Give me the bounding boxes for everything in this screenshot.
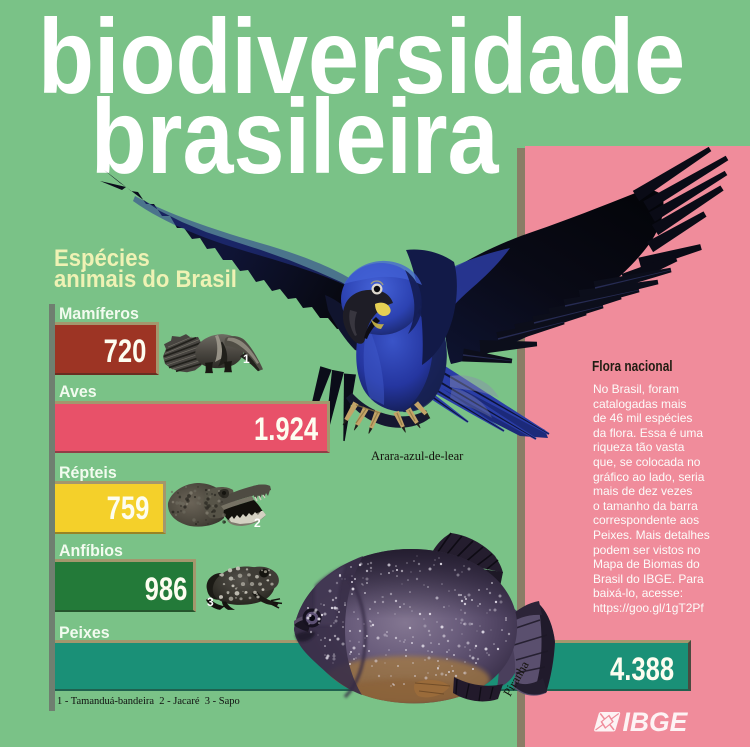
svg-text:IBGE: IBGE — [623, 710, 689, 736]
